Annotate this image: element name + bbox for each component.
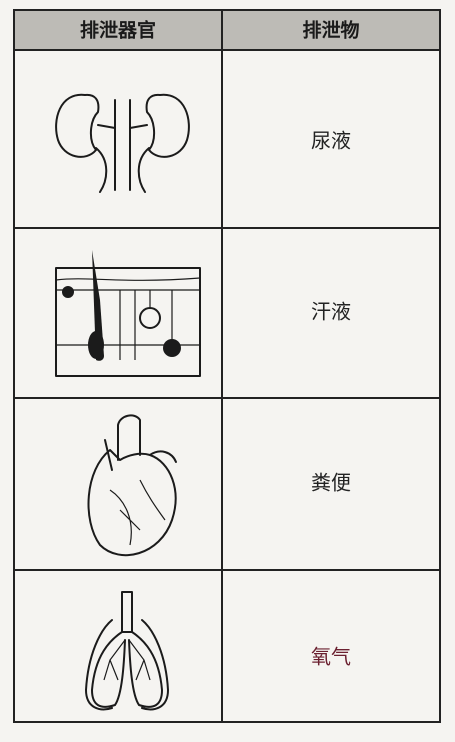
table-border	[13, 9, 441, 723]
lungs-illustration	[85, 591, 169, 711]
header-cell: 排泄器官	[80, 19, 156, 42]
excretion-product: 尿液	[311, 129, 351, 153]
excretion-product: 氧气	[311, 645, 351, 669]
excretion-product: 粪便	[311, 471, 351, 495]
header-cell: 排泄物	[302, 19, 359, 42]
heart-illustration	[87, 414, 177, 557]
header-background	[14, 10, 440, 50]
skin-illustration	[55, 250, 201, 377]
excretion-product: 汗液	[311, 300, 351, 324]
kidney-illustration	[55, 93, 190, 193]
